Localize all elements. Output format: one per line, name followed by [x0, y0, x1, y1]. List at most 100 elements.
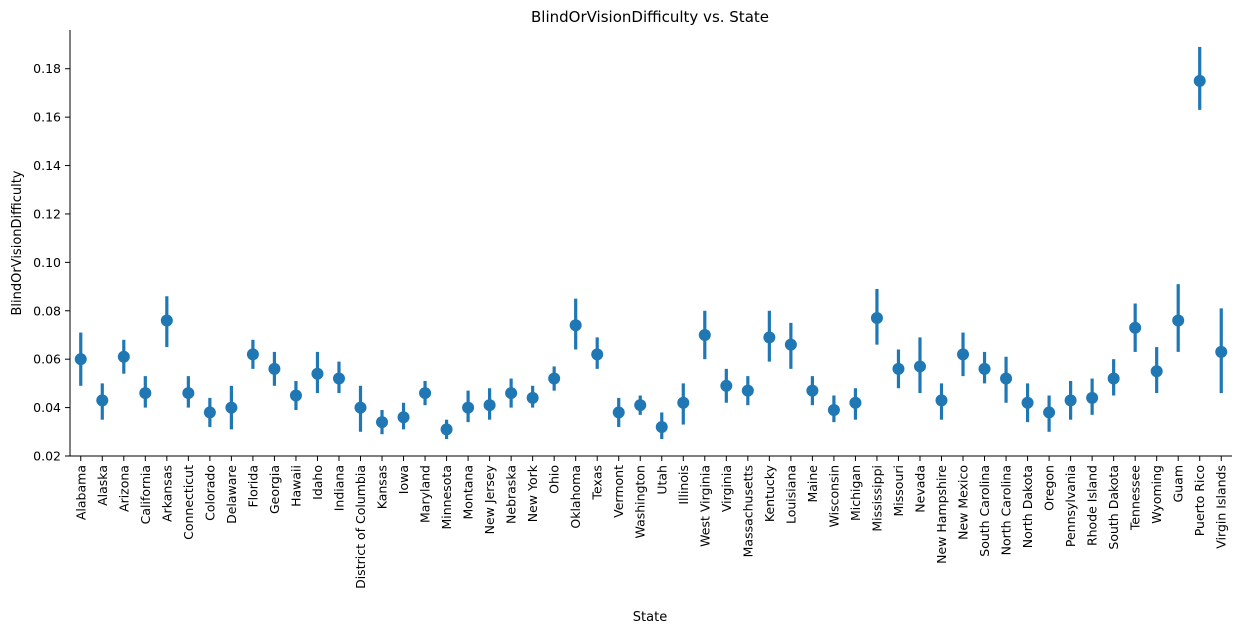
- data-point: [1172, 314, 1185, 327]
- y-tick-label: 0.18: [33, 61, 61, 76]
- x-tick-label: Tennessee: [1128, 465, 1143, 531]
- data-point: [677, 396, 690, 409]
- data-point: [505, 387, 518, 400]
- data-point: [870, 312, 883, 325]
- x-tick-label: Florida: [245, 465, 260, 508]
- data-point: [289, 389, 302, 402]
- x-tick-label: Oregon: [1042, 465, 1057, 511]
- x-tick-label: Illinois: [676, 465, 691, 505]
- y-axis-label: BlindOrVisionDifficulty: [10, 170, 25, 315]
- x-tick-label: Wyoming: [1149, 465, 1164, 524]
- x-tick-label: Iowa: [396, 465, 411, 494]
- data-point: [569, 319, 582, 332]
- y-tick-label: 0.12: [33, 206, 61, 221]
- data-point: [720, 379, 733, 392]
- x-tick-label: Hawaii: [288, 465, 303, 507]
- data-point: [913, 360, 926, 373]
- data-point: [935, 394, 948, 407]
- x-tick-label: Nevada: [912, 465, 927, 513]
- data-point: [957, 348, 970, 361]
- x-tick-label: Massachusetts: [740, 465, 755, 557]
- data-point: [548, 372, 561, 385]
- x-tick-label: Arkansas: [159, 465, 174, 522]
- x-tick-label: South Carolina: [977, 465, 992, 557]
- x-tick-label: Missouri: [891, 465, 906, 516]
- data-point: [1150, 365, 1163, 378]
- data-point: [440, 423, 453, 436]
- x-tick-label: Maryland: [418, 465, 433, 523]
- data-point: [763, 331, 776, 344]
- data-point: [1000, 372, 1013, 385]
- data-point: [1086, 391, 1099, 404]
- x-tick-label: Georgia: [267, 465, 282, 514]
- x-tick-label: Connecticut: [181, 465, 196, 540]
- x-tick-label: New Jersey: [482, 464, 497, 534]
- data-point: [1043, 406, 1056, 419]
- x-tick-label: Kentucky: [762, 464, 777, 522]
- data-point: [483, 399, 496, 412]
- x-tick-label: Oklahoma: [568, 465, 583, 529]
- y-tick-label: 0.08: [33, 303, 61, 318]
- y-tick-label: 0.16: [33, 110, 61, 125]
- x-tick-label: New Hampshire: [934, 465, 949, 564]
- data-point: [526, 391, 539, 404]
- data-point: [332, 372, 345, 385]
- data-point: [1193, 74, 1206, 87]
- plot-area: 0.02 0.04 0.06 0.08 0.10 0.12 0.14 0.16 0.18 Alab…: [33, 30, 1232, 589]
- data-point: [117, 350, 130, 363]
- data-point: [591, 348, 604, 361]
- data-point: [978, 362, 991, 375]
- x-tick-label: South Dakota: [1106, 465, 1121, 550]
- x-tick-label: Virgin Islands: [1214, 465, 1229, 549]
- y-tick-label: 0.06: [33, 352, 61, 367]
- x-tick-label: Ohio: [547, 465, 562, 494]
- x-tick-label: Colorado: [202, 465, 217, 521]
- x-tick-label: North Carolina: [999, 465, 1014, 555]
- data-point: [634, 399, 647, 412]
- data-point: [612, 406, 625, 419]
- data-point: [655, 420, 668, 433]
- data-point: [1021, 396, 1034, 409]
- x-tick-label: Virginia: [719, 465, 734, 512]
- x-tick-label: North Dakota: [1020, 465, 1035, 548]
- x-tick-label: Puerto Rico: [1192, 465, 1207, 536]
- data-point: [849, 396, 862, 409]
- data-point: [74, 353, 87, 366]
- x-tick-label: Vermont: [611, 465, 626, 518]
- x-tick-label: West Virginia: [697, 465, 712, 547]
- x-tick-label: Michigan: [848, 465, 863, 521]
- x-tick-label: Texas: [590, 465, 605, 501]
- x-tick-label: Arizona: [116, 465, 131, 512]
- x-tick-label: Maine: [805, 465, 820, 503]
- data-point: [741, 384, 754, 397]
- x-tick-label: Montana: [461, 465, 476, 520]
- x-tick-label: Utah: [654, 465, 669, 495]
- y-tick-label: 0.10: [33, 255, 61, 270]
- data-point: [139, 387, 152, 400]
- data-point: [376, 416, 389, 429]
- data-point: [892, 362, 905, 375]
- data-point: [246, 348, 259, 361]
- x-tick-label: Washington: [633, 465, 648, 538]
- data-point: [419, 387, 432, 400]
- x-tick-label: Alaska: [95, 465, 110, 506]
- x-tick-label: New Mexico: [956, 465, 971, 540]
- data-point: [1064, 394, 1077, 407]
- x-tick-label: Louisiana: [783, 465, 798, 524]
- data-point: [203, 406, 216, 419]
- data-point: [96, 394, 109, 407]
- y-tick-label: 0.02: [33, 449, 61, 464]
- data-point: [462, 401, 475, 414]
- data-point: [698, 328, 711, 341]
- data-point: [354, 401, 367, 414]
- x-tick-label: District of Columbia: [353, 465, 368, 589]
- x-tick-label: Indiana: [331, 465, 346, 511]
- x-tick-label: Idaho: [310, 465, 325, 500]
- data-point: [1107, 372, 1120, 385]
- x-tick-label: Delaware: [224, 465, 239, 524]
- data-point: [806, 384, 819, 397]
- chart-title: BlindOrVisionDifficulty vs. State: [531, 8, 769, 26]
- x-tick-label: California: [138, 465, 153, 524]
- x-tick-label: Guam: [1171, 465, 1186, 502]
- data-point: [225, 401, 238, 414]
